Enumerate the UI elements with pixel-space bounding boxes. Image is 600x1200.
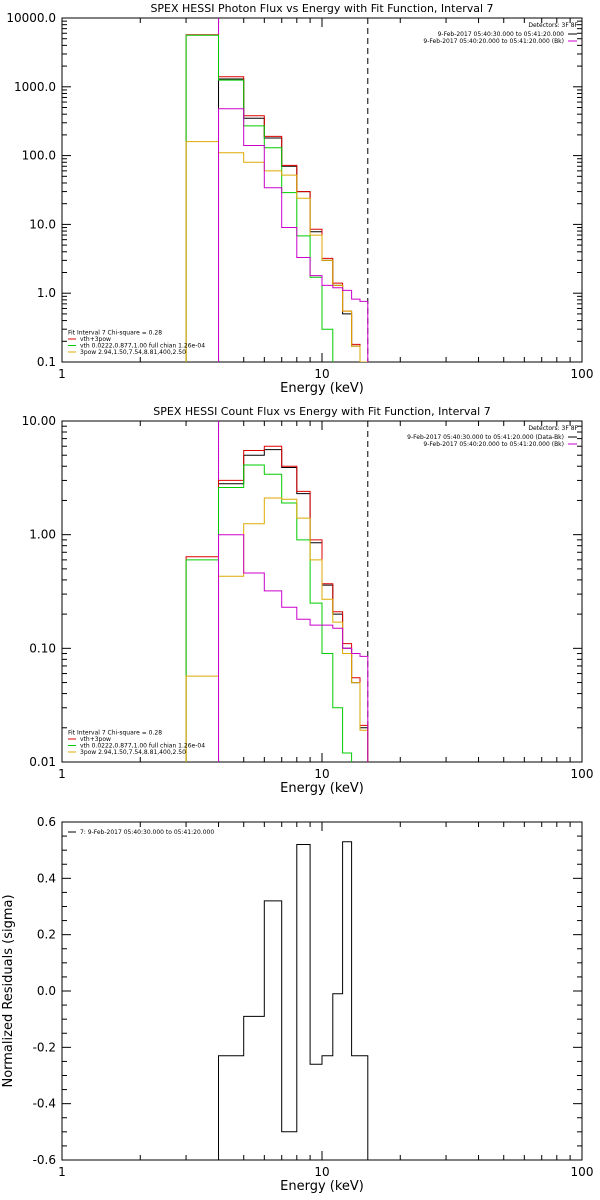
- y-tick-label: 0.01: [29, 755, 56, 769]
- y-axis-label: Normalized Residuals (sigma): [1, 894, 16, 1087]
- legend-entry: 7: 9-Feb-2017 05:40:30.000 to 05:41:20.0…: [80, 829, 214, 836]
- y-tick-label: 0.0: [37, 984, 56, 998]
- y-tick-label: 0.4: [37, 871, 56, 885]
- legend-entry: vth 0.0222,0.877,1.00 full chian 1.26e-0…: [80, 743, 205, 750]
- x-tick-label: 100: [571, 767, 594, 781]
- header-detectors: Detectors: 3F 8F: [528, 22, 578, 29]
- y-tick-label: 1000.0: [14, 80, 56, 94]
- y-tick-label: 10.00: [22, 414, 56, 428]
- x-tick-label: 100: [571, 1165, 594, 1179]
- legend-entry: vth 0.0222,0.877,1.00 full chian 1.26e-0…: [80, 343, 205, 350]
- header-line: 9-Feb-2017 05:40:20.000 to 05:41:20.000 …: [423, 441, 564, 448]
- legend-title: Fit Interval 7 Chi-square = 0.28: [68, 330, 162, 337]
- y-tick-label: 1.0: [37, 286, 56, 300]
- y-tick-label: -0.2: [33, 1040, 56, 1054]
- chart-title: SPEX HESSI Count Flux vs Energy with Fit…: [153, 405, 490, 418]
- x-tick-label: 10: [314, 1165, 329, 1179]
- series-line: [218, 108, 369, 362]
- x-axis-label: Energy (keV): [280, 1179, 364, 1194]
- photon-flux-panel: SPEX HESSI Photon Flux vs Energy with Fi…: [6, 2, 593, 396]
- y-tick-label: -0.6: [33, 1153, 56, 1167]
- data-series-group: [185, 445, 369, 762]
- x-tick-label: 1: [58, 1165, 66, 1179]
- series-line: [218, 841, 369, 1160]
- series-line: [185, 34, 334, 362]
- residuals-panel: 1 10 100 -0.6 -0.4 -0.2 0.0 0.2 0.4 0.6 Energy (ke…: [1, 815, 593, 1194]
- x-tick-label: 100: [571, 367, 594, 381]
- legend-title: Fit Interval 7 Chi-square = 0.28: [68, 730, 162, 737]
- x-tick-label: 10: [314, 367, 329, 381]
- legend-entry: vth+3pow: [80, 336, 111, 343]
- series-line: [185, 141, 369, 362]
- data-series-group: [185, 34, 369, 362]
- header-line: 9-Feb-2017 05:40:20.000 to 05:41:20.000 …: [423, 38, 564, 45]
- y-tick-label: 0.2: [37, 928, 56, 942]
- y-tick-label: 0.10: [29, 641, 56, 655]
- series-line: [218, 534, 369, 762]
- y-tick-label: -0.4: [33, 1097, 56, 1111]
- y-tick-label: 10000.0: [6, 11, 56, 25]
- y-tick-label: 1.00: [29, 528, 56, 542]
- y-tick-label: 0.6: [37, 815, 56, 829]
- legend-entry: 3pow 2.94,1.50,7.54,8.81,400,2.50: [80, 349, 186, 356]
- legend-entry: vth+3pow: [80, 736, 111, 743]
- header-line: 9-Feb-2017 05:40:30.000 to 05:41:20.000: [438, 31, 565, 38]
- x-tick-label: 10: [314, 767, 329, 781]
- count-flux-panel: SPEX HESSI Count Flux vs Energy with Fit…: [22, 405, 594, 796]
- x-axis-label: Energy (keV): [280, 381, 364, 396]
- y-tick-label: 0.1: [37, 355, 56, 369]
- legend-entry: 3pow 2.94,1.50,7.54,8.81,400,2.50: [80, 749, 186, 756]
- y-tick-label: 100.0: [22, 149, 56, 163]
- header-detectors: Detectors: 3F 8F: [528, 425, 578, 432]
- y-tick-label: 10.0: [29, 217, 56, 231]
- data-series-group: [218, 841, 369, 1160]
- x-axis-label: Energy (keV): [280, 781, 364, 796]
- x-tick-label: 1: [58, 367, 66, 381]
- header-line: 9-Feb-2017 05:40:30.000 to 05:41:20.000 …: [407, 434, 564, 441]
- x-tick-label: 1: [58, 767, 66, 781]
- chart-title: SPEX HESSI Photon Flux vs Energy with Fi…: [150, 2, 493, 15]
